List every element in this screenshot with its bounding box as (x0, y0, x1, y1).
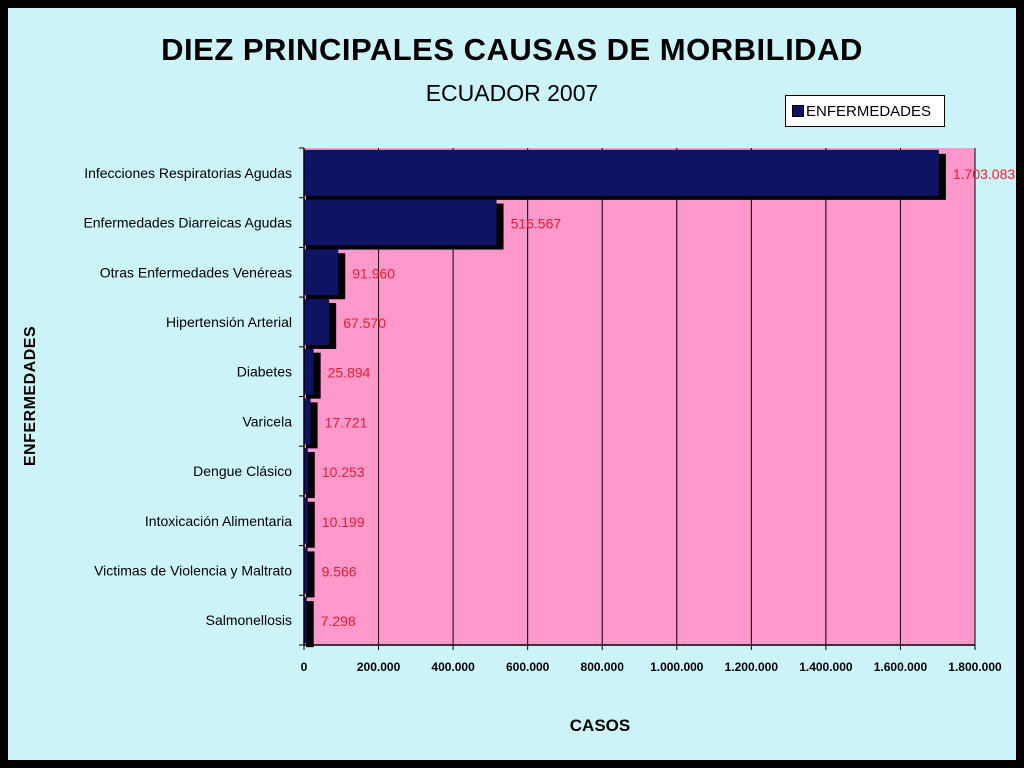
x-tick-label: 1.600.000 (874, 660, 928, 674)
x-tick-label: 400.000 (431, 660, 475, 674)
bar (304, 497, 308, 544)
category-label: Enfermedades Diarreicas Agudas (83, 215, 292, 231)
x-tick-label: 1.800.000 (948, 660, 1002, 674)
bar (304, 249, 339, 296)
data-label: 1.703.083 (953, 166, 1015, 182)
bar-shadow (306, 402, 318, 449)
bar (304, 348, 314, 395)
bar (304, 199, 497, 246)
bar (304, 597, 307, 644)
x-tick-label: 1.400.000 (799, 660, 853, 674)
data-label: 10.253 (322, 464, 365, 480)
legend-swatch (792, 105, 804, 117)
x-tick-label: 0 (301, 660, 308, 674)
x-tick-label: 800.000 (581, 660, 625, 674)
x-tick-label: 1.000.000 (650, 660, 704, 674)
category-label: Otras Enfermedades Venéreas (100, 264, 292, 280)
data-label: 25.894 (328, 365, 371, 381)
data-label: 91.960 (352, 265, 395, 281)
chart-legend: ENFERMEDADES (785, 95, 945, 127)
x-axis-title: CASOS (569, 716, 631, 735)
legend-label: ENFERMEDADES (806, 102, 932, 120)
data-label: 67.570 (343, 315, 386, 331)
bar-shadow (306, 501, 315, 548)
category-label: Dengue Clásico (193, 463, 292, 479)
category-label: Intoxicación Alimentaria (145, 513, 292, 529)
category-label: Salmonellosis (206, 612, 292, 628)
bar (304, 398, 311, 445)
bar-shadow (306, 452, 315, 499)
category-label: Varicela (242, 413, 292, 429)
bar-shadow (306, 551, 315, 598)
bar (304, 298, 330, 345)
x-tick-label: 200.000 (357, 660, 401, 674)
data-label: 9.566 (322, 563, 357, 579)
chart-title: DIEZ PRINCIPALES CAUSAS DE MORBILIDAD (161, 32, 863, 67)
x-tick-label: 1.200.000 (725, 660, 779, 674)
category-label: Hipertensión Arterial (166, 314, 292, 330)
category-label: Victimas de Violencia y Maltrato (94, 562, 292, 578)
data-label: 17.721 (325, 414, 368, 430)
bar (304, 149, 939, 196)
category-label: Diabetes (237, 364, 292, 380)
data-label: 10.199 (322, 514, 365, 530)
chart-subtitle: ECUADOR 2007 (425, 80, 599, 106)
data-label: 516.567 (511, 216, 562, 232)
bar-shadow (306, 601, 314, 648)
data-label: 7.298 (321, 613, 356, 629)
bar (304, 448, 308, 495)
x-tick-label: 600.000 (506, 660, 550, 674)
bar (304, 547, 308, 594)
category-label: Infecciones Respiratorias Agudas (84, 165, 292, 181)
